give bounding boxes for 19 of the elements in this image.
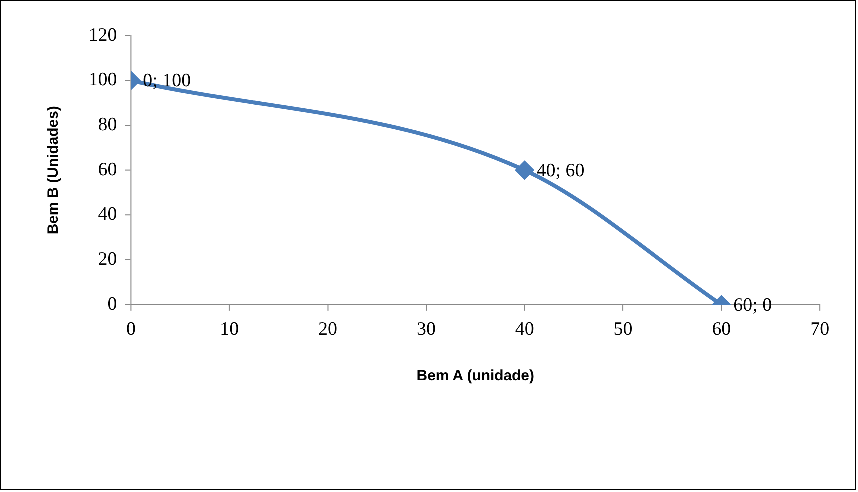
y-tick-label: 60 [98, 159, 118, 180]
x-tick-label: 20 [318, 319, 338, 340]
x-tick-label: 50 [614, 319, 633, 340]
data-label: 40; 60 [536, 160, 585, 182]
x-tick-label: 70 [810, 319, 830, 340]
data-label: 60; 0 [734, 294, 772, 316]
x-tick-label: 10 [220, 319, 240, 340]
y-tick-label: 80 [98, 114, 118, 136]
y-tick-label: 40 [98, 204, 118, 226]
x-axis-title: Bem A (unidade) [416, 368, 534, 385]
y-tick-label: 0 [108, 294, 118, 315]
y-tick-label: 100 [88, 70, 118, 91]
y-axis-title: Bem B (Unidades) [44, 106, 62, 235]
y-tick-label: 120 [88, 24, 118, 46]
x-tick-label: 0 [126, 319, 136, 340]
x-tick-label: 40 [515, 319, 534, 340]
x-tick-label: 60 [712, 319, 732, 340]
x-tick-label: 30 [416, 319, 436, 340]
y-tick-label: 20 [98, 249, 118, 270]
